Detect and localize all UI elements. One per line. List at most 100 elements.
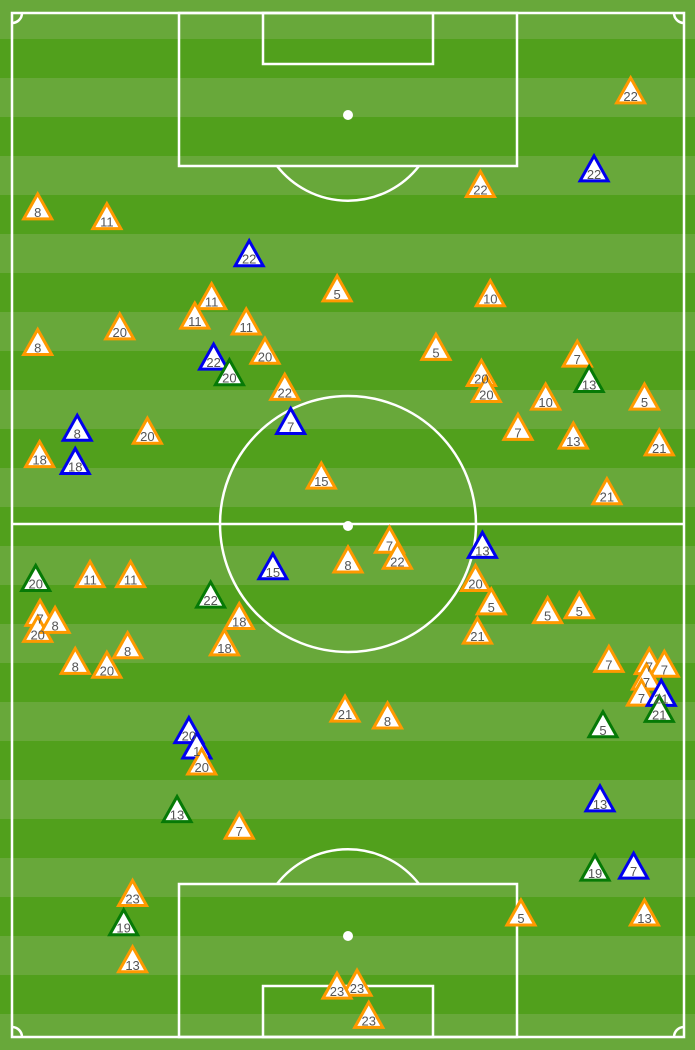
triangle-marker-icon xyxy=(328,693,362,723)
marker-label: 21 xyxy=(652,441,666,456)
event-marker xyxy=(222,600,256,631)
event-marker xyxy=(222,810,256,840)
bottom-penalty-arc xyxy=(276,848,420,885)
marker-label: 18 xyxy=(68,459,82,474)
marker-label: 7 xyxy=(287,419,294,434)
marker-label: 13 xyxy=(566,434,580,449)
corner-arc-bottom-left xyxy=(11,1025,24,1038)
marker-label: 23 xyxy=(350,981,364,996)
event-marker xyxy=(340,967,374,997)
event-marker xyxy=(160,793,194,824)
triangle-marker-icon xyxy=(268,371,302,401)
marker-label: 13 xyxy=(475,543,489,558)
triangle-marker-icon xyxy=(583,782,617,813)
triangle-marker-icon xyxy=(107,906,141,937)
event-marker xyxy=(572,363,606,394)
event-marker xyxy=(627,896,662,927)
marker-label: 5 xyxy=(599,723,606,738)
event-marker xyxy=(194,578,228,609)
triangle-marker-icon xyxy=(617,850,651,880)
marker-label: 18 xyxy=(217,641,231,656)
marker-label: 8 xyxy=(74,426,81,441)
marker-label: 5 xyxy=(544,609,551,624)
event-marker xyxy=(114,558,148,589)
event-marker xyxy=(229,305,263,336)
bottom-penalty-spot xyxy=(343,931,353,941)
triangle-marker-icon xyxy=(90,200,124,231)
triangle-marker-icon xyxy=(58,645,92,675)
event-marker xyxy=(21,190,55,221)
triangle-marker-icon xyxy=(304,460,338,490)
event-marker xyxy=(19,562,53,592)
event-marker xyxy=(130,415,164,445)
event-marker xyxy=(328,693,362,723)
marker-label: 11 xyxy=(188,314,202,329)
marker-label: 22 xyxy=(623,89,637,104)
triangle-marker-icon xyxy=(614,74,648,105)
event-marker xyxy=(560,338,594,368)
triangle-marker-icon xyxy=(642,426,676,457)
triangle-marker-icon xyxy=(60,412,94,442)
top-six-yard-box xyxy=(261,11,435,66)
event-marker xyxy=(331,543,365,574)
triangle-marker-icon xyxy=(627,896,662,927)
event-marker xyxy=(103,310,137,341)
triangle-marker-icon xyxy=(352,999,386,1029)
event-marker xyxy=(58,645,92,675)
triangle-marker-icon xyxy=(642,693,676,723)
triangle-marker-icon xyxy=(212,356,246,387)
triangle-marker-icon xyxy=(73,558,107,589)
marker-label: 20 xyxy=(112,325,126,340)
event-marker xyxy=(195,280,229,311)
triangle-marker-icon xyxy=(248,335,282,365)
marker-label: 5 xyxy=(488,600,495,615)
triangle-marker-icon xyxy=(103,310,137,341)
marker-label: 20 xyxy=(479,387,493,402)
event-marker xyxy=(38,604,72,634)
marker-label: 7 xyxy=(386,538,393,553)
marker-label: 11 xyxy=(100,215,114,230)
event-marker xyxy=(268,371,302,401)
marker-label: 23 xyxy=(125,891,139,906)
marker-label: 15 xyxy=(266,565,280,580)
event-marker xyxy=(590,475,624,506)
marker-label: 7 xyxy=(646,660,653,675)
triangle-marker-icon xyxy=(592,643,626,673)
marker-label: 21 xyxy=(652,707,666,722)
triangle-marker-icon xyxy=(222,600,256,631)
event-marker xyxy=(501,411,535,441)
triangle-marker-icon xyxy=(274,405,308,435)
marker-label: 13 xyxy=(125,958,139,973)
marker-label: 13 xyxy=(593,797,607,812)
triangle-marker-icon xyxy=(474,585,508,616)
corner-arc-bottom-right xyxy=(672,1025,685,1038)
marker-label: 7 xyxy=(514,425,521,440)
marker-label: 8 xyxy=(344,558,351,573)
event-marker xyxy=(463,168,497,198)
marker-label: 23 xyxy=(330,984,344,999)
event-marker xyxy=(504,896,538,927)
triangle-marker-icon xyxy=(627,381,662,411)
marker-label: 20 xyxy=(474,371,488,386)
event-marker xyxy=(577,152,611,183)
top-penalty-spot xyxy=(343,110,353,120)
event-marker xyxy=(624,677,659,707)
marker-label: 22 xyxy=(203,593,217,608)
triangle-marker-icon xyxy=(463,168,497,198)
marker-label: 20 xyxy=(195,760,209,775)
event-marker xyxy=(642,693,676,723)
event-marker xyxy=(248,335,282,365)
triangle-marker-icon xyxy=(529,381,563,411)
event-marker xyxy=(90,200,124,231)
triangle-marker-icon xyxy=(21,326,55,356)
triangle-marker-icon xyxy=(340,967,374,997)
marker-label: 5 xyxy=(432,345,439,360)
marker-label: 13 xyxy=(582,378,596,393)
corner-arc-top-left xyxy=(11,12,24,25)
event-marker xyxy=(23,438,57,469)
bottom-penalty-area xyxy=(177,882,519,1039)
triangle-marker-icon xyxy=(469,373,503,403)
